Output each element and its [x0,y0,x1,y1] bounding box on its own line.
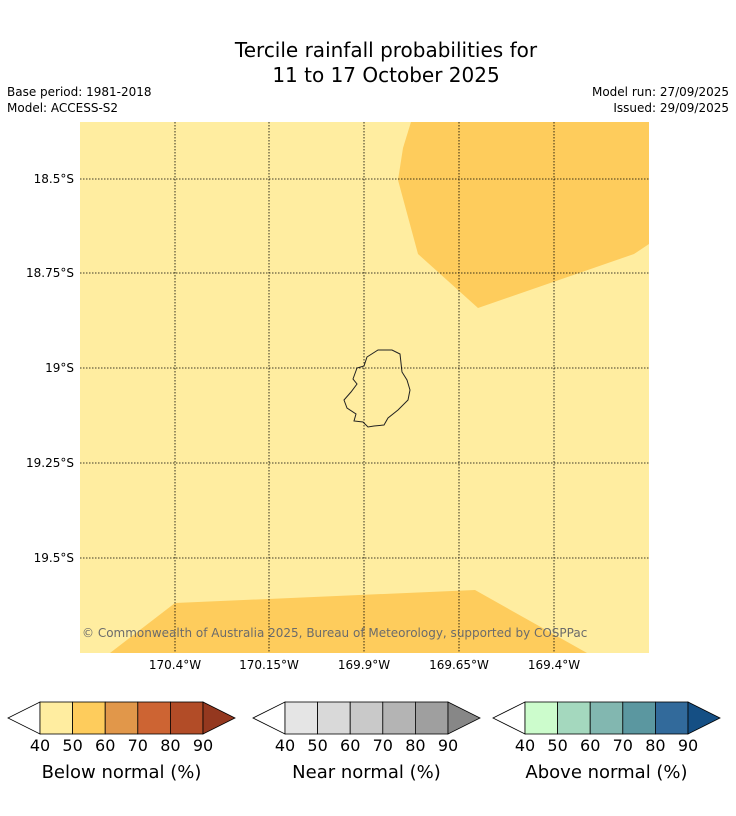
near-normal-tick-90: 90 [438,736,458,755]
near-normal-tick-80: 80 [405,736,425,755]
near-normal-bin-80 [414,701,449,735]
lon-label-170.15: 170.15°W [239,658,299,672]
near-normal-bin-70 [382,701,416,735]
meta-left: Base period: 1981-2018 Model: ACCESS-S2 [7,84,152,116]
above-normal-tick-60: 60 [580,736,600,755]
below-normal-tick-80: 80 [160,736,180,755]
near-normal-colorbar-title: Near normal (%) [292,762,441,783]
below-normal-tick-90: 90 [193,736,213,755]
colorbars: 40 50 60 70 80 90 Below normal (%) 40 50 60 70 80 90… [7,701,721,783]
near-normal-colorbar: 40 50 60 70 80 90 Near normal (%) [252,701,481,783]
above-normal-tick-50: 50 [547,736,567,755]
lat-label-19.5: 19.5°S [34,551,74,565]
issued-text: Issued: 29/09/2025 [613,101,729,115]
near-normal-bin-60 [349,701,384,735]
below-normal-tick-40: 40 [30,736,50,755]
below-normal-bin-40 [39,701,73,735]
lat-label-19.25: 19.25°S [26,456,74,470]
above-normal-bin-80 [655,701,689,735]
lat-label-19: 19°S [45,361,74,375]
above-normal-tick-70: 70 [613,736,633,755]
near-normal-under-extend [252,701,286,735]
above-normal-tick-90: 90 [678,736,698,755]
longitude-gridlines [174,122,555,653]
near-normal-bin-40 [284,701,318,735]
below-normal-tick-70: 70 [128,736,148,755]
below-normal-bin-50 [72,701,106,735]
model-run-text: Model run: 27/09/2025 [591,85,729,99]
above-normal-bin-70 [622,701,656,735]
meta-right: Model run: 27/09/2025 Issued: 29/09/2025 [592,84,729,116]
above-normal-bin-50 [557,701,591,735]
below-normal-bin-80 [169,701,204,735]
longitude-labels: 170.4°W 170.15°W 169.9°W 169.65°W 169.4°… [149,658,580,672]
near-normal-tick-60: 60 [340,736,360,755]
lon-label-170.4: 170.4°W [149,658,201,672]
lat-label-18.5: 18.5°S [34,172,74,186]
probability-region-north-east [398,122,649,308]
lon-label-169.9: 169.9°W [338,658,390,672]
lon-label-169.4: 169.4°W [528,658,580,672]
lat-label-18.75: 18.75°S [26,266,74,280]
near-normal-bin-50 [317,701,351,735]
below-normal-tick-50: 50 [62,736,82,755]
below-normal-bin-70 [137,701,171,735]
above-normal-bin-60 [589,701,624,735]
probability-region-south [110,590,587,653]
base-period-text: Base period: 1981-2018 [7,85,152,99]
latitude-labels: 18.5°S 18.75°S 19°S 19.25°S 19.5°S [26,172,74,565]
below-normal-under-extend [7,701,41,735]
above-normal-over-extend [687,701,721,735]
model-text: Model: ACCESS-S2 [7,101,119,115]
above-normal-tick-40: 40 [515,736,535,755]
below-normal-colorbar: 40 50 60 70 80 90 Below normal (%) [7,701,236,783]
below-normal-colorbar-title: Below normal (%) [42,762,202,783]
niue-island-outline [343,349,411,428]
title-line-2: 11 to 17 October 2025 [272,63,500,87]
near-normal-tick-50: 50 [307,736,327,755]
chart-title: Tercile rainfall probabilities for 11 to… [0,38,736,88]
below-normal-over-extend [202,701,236,735]
above-normal-tick-80: 80 [645,736,665,755]
above-normal-bin-40 [524,701,558,735]
above-normal-colorbar: 40 50 60 70 80 90 Above normal (%) [492,701,721,783]
below-normal-tick-60: 60 [95,736,115,755]
near-normal-tick-70: 70 [373,736,393,755]
lon-label-169.65: 169.65°W [429,658,489,672]
below-normal-bin-60 [104,701,139,735]
near-normal-over-extend [447,701,481,735]
copyright-text: © Commonwealth of Australia 2025, Bureau… [82,626,587,640]
near-normal-tick-40: 40 [275,736,295,755]
above-normal-colorbar-title: Above normal (%) [525,762,687,783]
above-normal-under-extend [492,701,526,735]
title-line-1: Tercile rainfall probabilities for [234,38,538,62]
